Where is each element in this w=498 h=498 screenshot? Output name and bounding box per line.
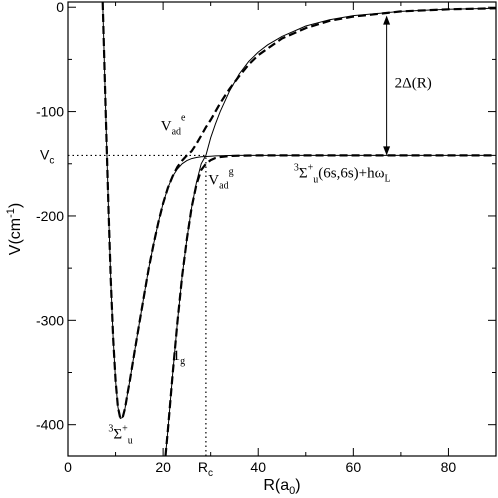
curve-label-6: 3Σ+u [108,423,132,446]
curve-label-3: Vadg [208,167,233,192]
series-line-3 [101,1,497,420]
y-axis-label: V(cm-1) [5,203,24,255]
series-line-4 [164,154,496,457]
ticks-layer: 0 20 40 60 80 0 -100 -200 -300 -400 Rc Vc [36,0,496,479]
y-tick-label: -300 [36,312,64,328]
delta-arrow-head-top [383,15,391,25]
vc-tick-label: Vc [40,146,54,166]
curve-label-5: 1g [173,348,186,367]
y-tick-label: -200 [36,208,64,224]
curves-layer [101,1,497,457]
annotations-layer: 1g(6s,6p3/2)VadeVadg3Σ+u(6s,6s)+hωL1g3Σ+… [108,112,391,446]
x-tick-label: 20 [155,459,171,475]
x-tick-label: 60 [346,459,362,475]
delta-arrow-label: 2Δ(R) [395,75,432,91]
series-line-2 [165,7,497,457]
plot-frame [67,1,497,457]
rc-tick-label: Rc [198,459,213,479]
curve-label-2: Vade [161,112,186,137]
x-tick-label: 0 [64,459,72,475]
reference-lines-layer [68,154,207,456]
delta-arrow-head-bottom [383,146,391,156]
x-tick-label: 80 [441,459,457,475]
y-tick-label: 0 [56,0,64,15]
curve-label-4: 3Σ+u(6s,6s)+hωL [294,162,391,185]
x-tick-label: 40 [250,459,266,475]
x-axis-label: R(a0) [263,477,300,497]
y-tick-label: -100 [36,104,64,120]
y-tick-label: -400 [36,417,64,433]
delta-arrow-group: 2Δ(R) [383,15,432,156]
